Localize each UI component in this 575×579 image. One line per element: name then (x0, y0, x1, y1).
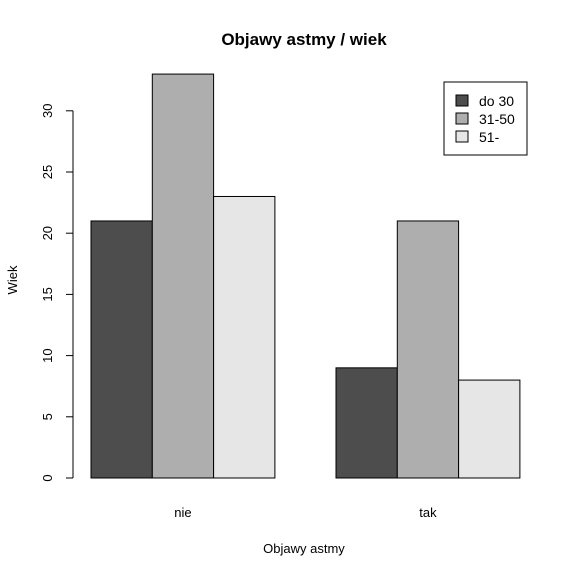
x-axis: nie tak (174, 505, 437, 520)
bars-layer (90, 73, 521, 479)
chart-title: Objawy astmy / wiek (221, 30, 387, 49)
bar-tak-51 (458, 379, 521, 479)
legend: do 30 31-50 51- (443, 81, 528, 156)
legend-swatch (455, 130, 469, 143)
bar-nie-do30 (90, 220, 153, 479)
x-axis-label: Objawy astmy (263, 541, 345, 556)
legend-swatch (455, 94, 469, 107)
y-tick-label: 0 (40, 474, 55, 481)
x-category-label: nie (174, 505, 191, 520)
y-tick-label: 25 (40, 165, 55, 179)
bar-tak-3150 (396, 220, 460, 479)
legend-label: 51- (479, 129, 500, 145)
bar-tak-do30 (335, 367, 398, 479)
y-tick-label: 15 (40, 287, 55, 301)
x-category-label: tak (419, 505, 437, 520)
y-tick-label: 20 (40, 226, 55, 240)
legend-label: do 30 (479, 93, 514, 109)
bar-nie-51 (213, 195, 276, 479)
legend-label: 31-50 (479, 111, 515, 127)
y-tick-label: 10 (40, 348, 55, 362)
y-tick-label: 30 (40, 104, 55, 118)
y-axis: 0 5 10 15 20 25 30 (40, 104, 74, 482)
bar-nie-3150 (151, 73, 215, 479)
y-tick-label: 5 (40, 413, 55, 420)
legend-swatch (455, 112, 469, 125)
y-axis-label: Wiek (5, 265, 20, 294)
